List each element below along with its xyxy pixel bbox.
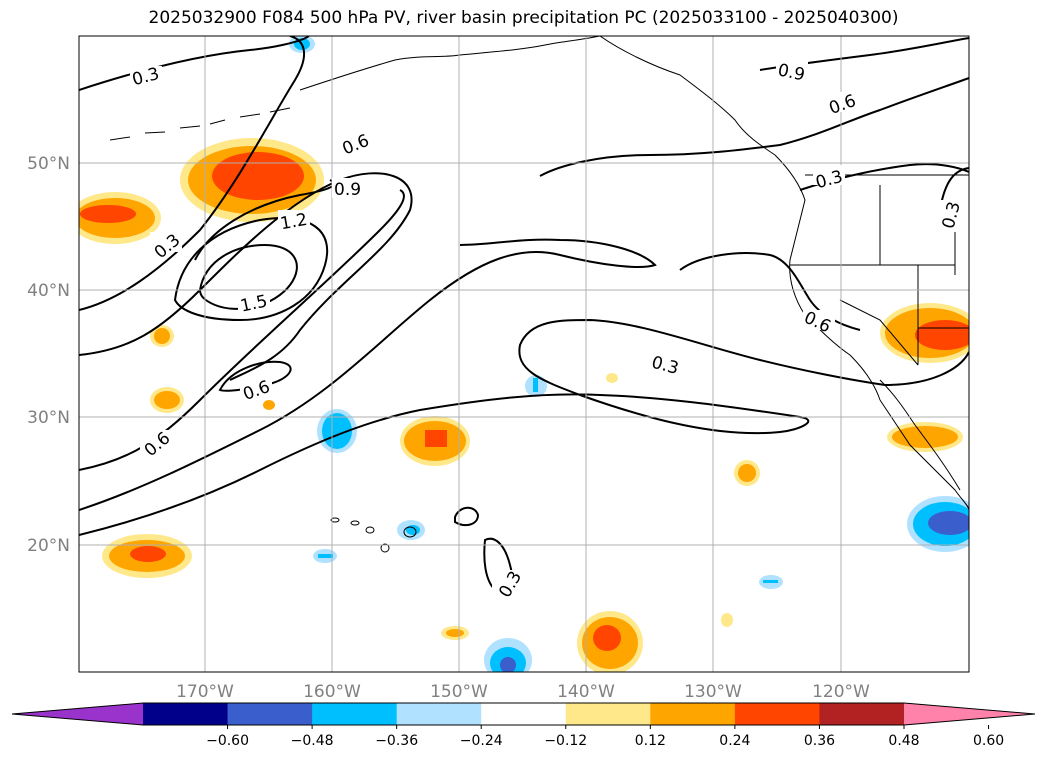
pv-contour-0.6 xyxy=(79,172,413,381)
contour-labels: 0.3 0.6 0.9 1.2 1.5 0.6 0.9 0.3 0.6 0.6 … xyxy=(130,60,965,601)
map-title: 2025032900 F084 500 hPa PV, river basin … xyxy=(148,8,899,28)
precip-anomaly-positive xyxy=(80,205,136,223)
colorbar-tick-label: −0.48 xyxy=(291,733,334,749)
lon-label: 160°W xyxy=(303,682,361,702)
colorbar-extend-max xyxy=(904,703,1035,725)
lon-label: 140°W xyxy=(557,682,615,702)
precip-anomaly-positive xyxy=(446,629,464,637)
precip-anomaly-positive xyxy=(606,373,618,383)
colorbar-tick-label: 0.24 xyxy=(719,733,750,749)
contour-label: 1.2 xyxy=(279,210,309,234)
precip-anomaly-positive xyxy=(212,152,304,200)
precip-anomaly-positive xyxy=(721,613,733,627)
precip-anomaly-negative xyxy=(928,511,969,535)
colorbar-segment xyxy=(650,703,736,725)
colorbar-segment xyxy=(143,703,229,725)
precip-anomaly-negative xyxy=(406,525,420,535)
colorbar-tick-label: −0.36 xyxy=(375,733,418,749)
pv-contour-0.6 xyxy=(79,238,657,511)
precip-anomaly-negative xyxy=(322,413,352,449)
pv-contour-0.3 xyxy=(79,36,305,311)
precip-anomaly-positive xyxy=(154,328,170,344)
colorbar-segment xyxy=(396,703,482,725)
colorbar: −0.60 −0.48 −0.36 −0.24 −0.12 0.12 0.24 0.36 0.4… xyxy=(11,702,1036,749)
contour-label: 0.9 xyxy=(334,180,361,200)
colorbar-ticks: −0.60 −0.48 −0.36 −0.24 −0.12 0.12 0.24 0.36 0.4… xyxy=(206,725,1004,749)
lon-label: 150°W xyxy=(430,682,488,702)
precip-anomaly-positive xyxy=(263,400,275,410)
colorbar-segment xyxy=(734,703,820,725)
colorbar-segment xyxy=(819,703,905,725)
pv-contour-1.2 xyxy=(173,217,329,322)
colorbar-tick-label: 0.48 xyxy=(888,733,919,749)
precip-anomaly-negative xyxy=(533,378,538,392)
lat-label: 20°N xyxy=(27,536,70,556)
pv-contour-0.3 xyxy=(454,506,480,527)
precip-anomaly-negative xyxy=(763,580,778,583)
precip-anomaly-negative xyxy=(318,554,333,558)
lon-label: 120°W xyxy=(812,682,870,702)
colorbar-tick-label: −0.60 xyxy=(206,733,249,749)
colorbar-tick-label: 0.60 xyxy=(973,733,1004,749)
colorbar-segments xyxy=(143,703,905,725)
latitude-labels: 50°N 40°N 30°N 20°N xyxy=(27,154,70,556)
lat-label: 30°N xyxy=(27,408,70,428)
precip-anomaly-positive xyxy=(738,464,756,482)
precip-anomaly-positive xyxy=(915,320,969,350)
colorbar-outline xyxy=(11,702,1036,726)
colorbar-tick-label: 0.12 xyxy=(635,733,666,749)
precip-anomaly-negative xyxy=(500,657,516,672)
lat-label: 50°N xyxy=(27,154,70,174)
pv-contour-1.5 xyxy=(198,243,298,310)
pv-contour-0.3 xyxy=(79,318,969,536)
colorbar-tick-label: −0.12 xyxy=(544,733,587,749)
colorbar-extend-min xyxy=(12,703,143,725)
pv-contour-0.6 xyxy=(539,77,969,177)
precipitation-shading xyxy=(79,36,969,672)
lat-label: 40°N xyxy=(27,281,70,301)
colorbar-segment xyxy=(481,703,567,725)
gridlines xyxy=(79,36,969,672)
longitude-labels: 170°W 160°W 150°W 140°W 130°W 120°W xyxy=(176,682,870,702)
colorbar-segment xyxy=(565,703,651,725)
pv-contour-0.6 xyxy=(218,360,292,392)
lon-label: 170°W xyxy=(176,682,234,702)
precip-anomaly-positive xyxy=(130,546,166,562)
lon-label: 130°W xyxy=(684,682,742,702)
precip-anomaly-positive xyxy=(425,430,447,447)
precip-anomaly-positive xyxy=(593,625,621,651)
colorbar-tick-label: 0.36 xyxy=(804,733,835,749)
precip-anomaly-positive xyxy=(892,426,958,448)
precip-anomaly-positive xyxy=(154,391,180,409)
map-frame xyxy=(78,35,970,673)
colorbar-segment xyxy=(227,703,313,725)
colorbar-tick-label: −0.24 xyxy=(460,733,503,749)
colorbar-segment xyxy=(312,703,398,725)
